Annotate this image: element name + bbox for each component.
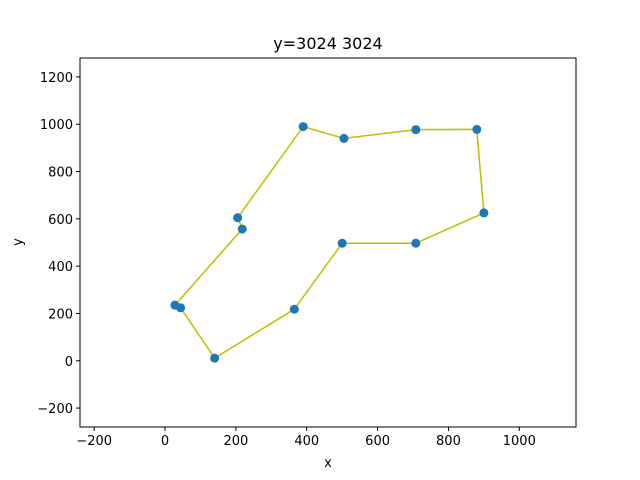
x-tick-label: 600: [365, 434, 390, 449]
data-point: [237, 224, 247, 234]
x-tick-label: 200: [223, 434, 248, 449]
x-tick-label: 400: [294, 434, 319, 449]
y-tick-label: 600: [48, 213, 73, 228]
y-tick-label: 0: [65, 355, 73, 370]
data-point: [210, 353, 220, 363]
y-tick-label: 1000: [40, 118, 73, 133]
x-axis: −200 0 200 400 600 800 1000: [76, 427, 536, 449]
y-axis-label: y: [11, 238, 26, 246]
y-tick-label: 200: [48, 307, 73, 322]
chart-title: y=3024 3024: [273, 34, 382, 53]
data-point: [472, 124, 482, 134]
plot-frame: [79, 57, 577, 428]
x-tick-label: 800: [436, 434, 461, 449]
data-point: [233, 213, 243, 223]
data-point: [289, 304, 299, 314]
y-tick-label: 1200: [40, 71, 73, 86]
y-tick-label: 400: [48, 260, 73, 275]
data-point: [411, 125, 421, 135]
data-point: [176, 303, 186, 313]
data-point: [411, 238, 421, 248]
x-axis-label: x: [324, 456, 332, 471]
plot-background: [80, 58, 576, 427]
x-tick-label: 0: [161, 434, 169, 449]
y-tick-label: 800: [48, 166, 73, 181]
y-axis: −200 0 200 400 600 800 1000 1200: [37, 71, 80, 417]
data-point: [479, 208, 489, 218]
data-point: [298, 122, 308, 132]
plot-area: [80, 58, 576, 427]
x-tick-label: 1000: [503, 434, 536, 449]
data-point: [337, 238, 347, 248]
data-point: [339, 133, 349, 143]
x-tick-label: −200: [76, 434, 112, 449]
y-tick-label: −200: [37, 402, 73, 417]
